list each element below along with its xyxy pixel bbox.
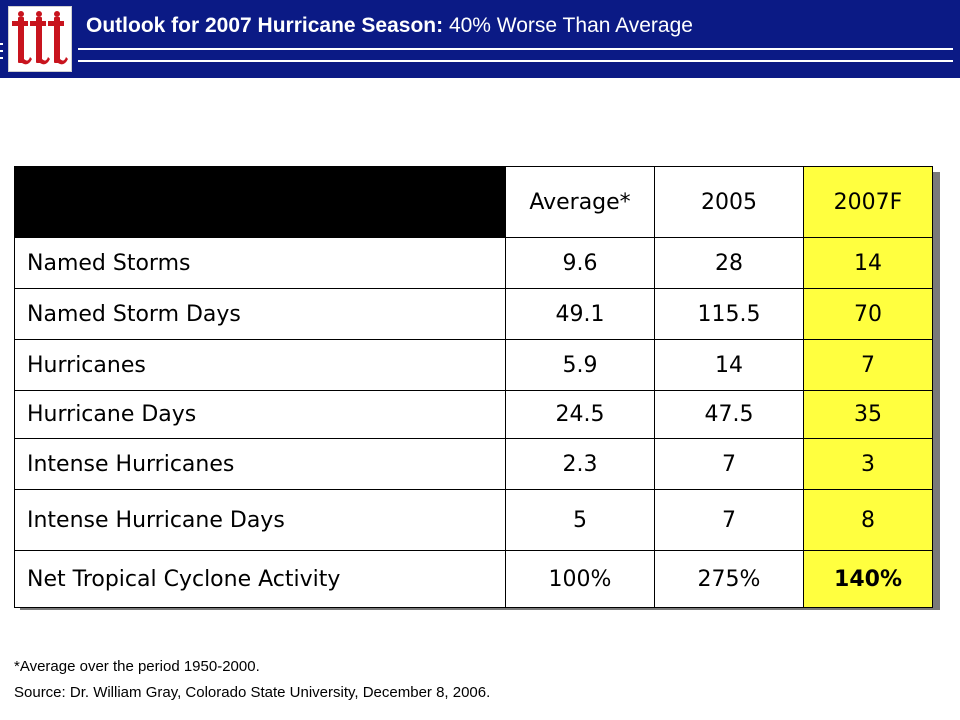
average-value: 2.3 <box>505 438 655 490</box>
table-row: Intense Hurricanes 2.3 7 3 <box>14 438 933 490</box>
average-value: 5.9 <box>505 339 655 391</box>
value-2007f: 35 <box>803 390 933 439</box>
tt-logo-icon <box>8 6 72 72</box>
row-label: Hurricane Days <box>14 390 506 439</box>
header-tick-marks <box>0 43 6 65</box>
value-2007f: 8 <box>803 489 933 551</box>
value-2007f: 140% <box>803 550 933 608</box>
column-header-2007f: 2007F <box>803 166 933 238</box>
row-label: Net Tropical Cyclone Activity <box>14 550 506 608</box>
row-label: Intense Hurricane Days <box>14 489 506 551</box>
table-row: Named Storm Days 49.1 115.5 70 <box>14 288 933 340</box>
average-value: 49.1 <box>505 288 655 340</box>
table-header-row: Average* 2005 2007F <box>14 166 933 238</box>
value-2007f: 70 <box>803 288 933 340</box>
forecast-table: Average* 2005 2007F Named Storms 9.6 28 … <box>14 166 933 608</box>
value-2007f: 3 <box>803 438 933 490</box>
value-2005: 14 <box>654 339 804 391</box>
forecast-table-wrapper: Average* 2005 2007F Named Storms 9.6 28 … <box>14 166 933 608</box>
source-footnote: Source: Dr. William Gray, Colorado State… <box>14 684 491 701</box>
page-title: Outlook for 2007 Hurricane Season: 40% W… <box>86 14 693 38</box>
average-value: 24.5 <box>505 390 655 439</box>
table-row: Hurricanes 5.9 14 7 <box>14 339 933 391</box>
value-2007f: 7 <box>803 339 933 391</box>
column-header-2005: 2005 <box>654 166 804 238</box>
header-rule-top <box>78 48 953 50</box>
value-2005: 7 <box>654 489 804 551</box>
row-label: Hurricanes <box>14 339 506 391</box>
title-bold-part: Outlook for 2007 Hurricane Season: <box>86 14 444 37</box>
average-value: 5 <box>505 489 655 551</box>
row-label: Named Storms <box>14 237 506 289</box>
value-2005: 7 <box>654 438 804 490</box>
header-rule-bottom <box>78 60 953 62</box>
header-bar: Outlook for 2007 Hurricane Season: 40% W… <box>0 0 960 78</box>
header-corner-cell <box>14 166 506 238</box>
average-footnote: *Average over the period 1950-2000. <box>14 658 260 675</box>
row-label: Intense Hurricanes <box>14 438 506 490</box>
value-2005: 28 <box>654 237 804 289</box>
table-row: Named Storms 9.6 28 14 <box>14 237 933 289</box>
value-2005: 47.5 <box>654 390 804 439</box>
row-label: Named Storm Days <box>14 288 506 340</box>
table-row: Hurricane Days 24.5 47.5 35 <box>14 390 933 439</box>
title-rest-part: 40% Worse Than Average <box>443 14 693 37</box>
value-2007f: 14 <box>803 237 933 289</box>
value-2005: 115.5 <box>654 288 804 340</box>
value-2005: 275% <box>654 550 804 608</box>
table-row: Intense Hurricane Days 5 7 8 <box>14 489 933 551</box>
average-value: 100% <box>505 550 655 608</box>
average-value: 9.6 <box>505 237 655 289</box>
table-row: Net Tropical Cyclone Activity 100% 275% … <box>14 550 933 608</box>
column-header-average: Average* <box>505 166 655 238</box>
